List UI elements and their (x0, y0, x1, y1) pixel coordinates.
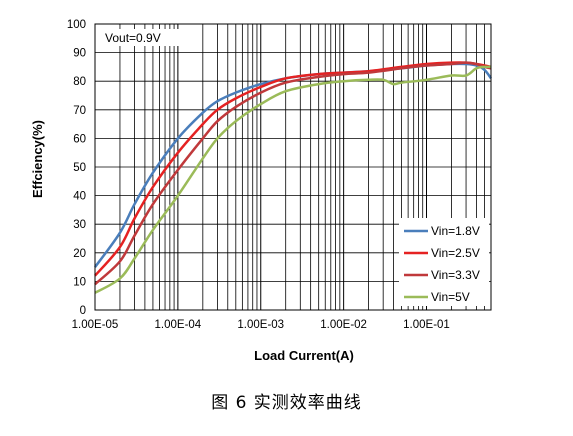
y-tick-label-4: 40 (73, 191, 86, 203)
legend-items: Vin=1.8V Vin=2.5V Vin=3.3V Vin=5V (404, 224, 480, 304)
x-tick-label-0: 1.00E-05 (72, 319, 119, 331)
annotation-box: Vout=0.9V (101, 29, 179, 46)
y-tick-label-3: 30 (73, 219, 86, 231)
y-tick-label-5: 50 (73, 162, 86, 174)
plot-frame (94, 23, 492, 311)
series-line-2 (94, 61, 492, 286)
legend-label-0: Vin=1.8V (431, 224, 480, 238)
y-tick-labels: 0 10 20 30 40 50 60 70 80 90 100 (67, 19, 86, 317)
x-tick-label-3: 1.00E-02 (320, 319, 367, 331)
y-tick-label-6: 60 (73, 133, 86, 145)
legend: Vin=1.8V Vin=2.5V Vin=3.3V Vin=5V (399, 218, 489, 306)
annotation-text: Vout=0.9V (105, 31, 161, 45)
legend-label-3: Vin=5V (431, 290, 470, 304)
figure-caption: 图 6 实测效率曲线 (211, 393, 362, 413)
y-axis-title: Effciency(%) (30, 120, 45, 198)
y-tick-label-7: 70 (73, 105, 86, 117)
y-tick-label-8: 80 (73, 76, 86, 88)
series-lines (93, 61, 493, 294)
x-axis-title: Load Current(A) (254, 348, 354, 363)
y-tick-label-2: 20 (73, 248, 86, 260)
x-tick-labels: 1.00E-05 1.00E-04 1.00E-03 1.00E-02 1.00E-01 (72, 319, 450, 331)
legend-label-1: Vin=2.5V (431, 246, 480, 260)
y-tick-label-9: 90 (73, 48, 86, 60)
legend-background (399, 218, 489, 306)
y-tick-label-1: 10 (73, 276, 86, 288)
x-tick-label-2: 1.00E-03 (237, 319, 284, 331)
legend-label-2: Vin=3.3V (431, 268, 480, 282)
annotation-background (101, 29, 179, 46)
x-tick-label-4: 1.00E-01 (403, 319, 450, 331)
y-tick-label-0: 0 (80, 305, 86, 317)
y-tick-label-10: 100 (67, 19, 86, 31)
x-tick-label-1: 1.00E-04 (155, 319, 202, 331)
series-line-3 (94, 65, 492, 294)
